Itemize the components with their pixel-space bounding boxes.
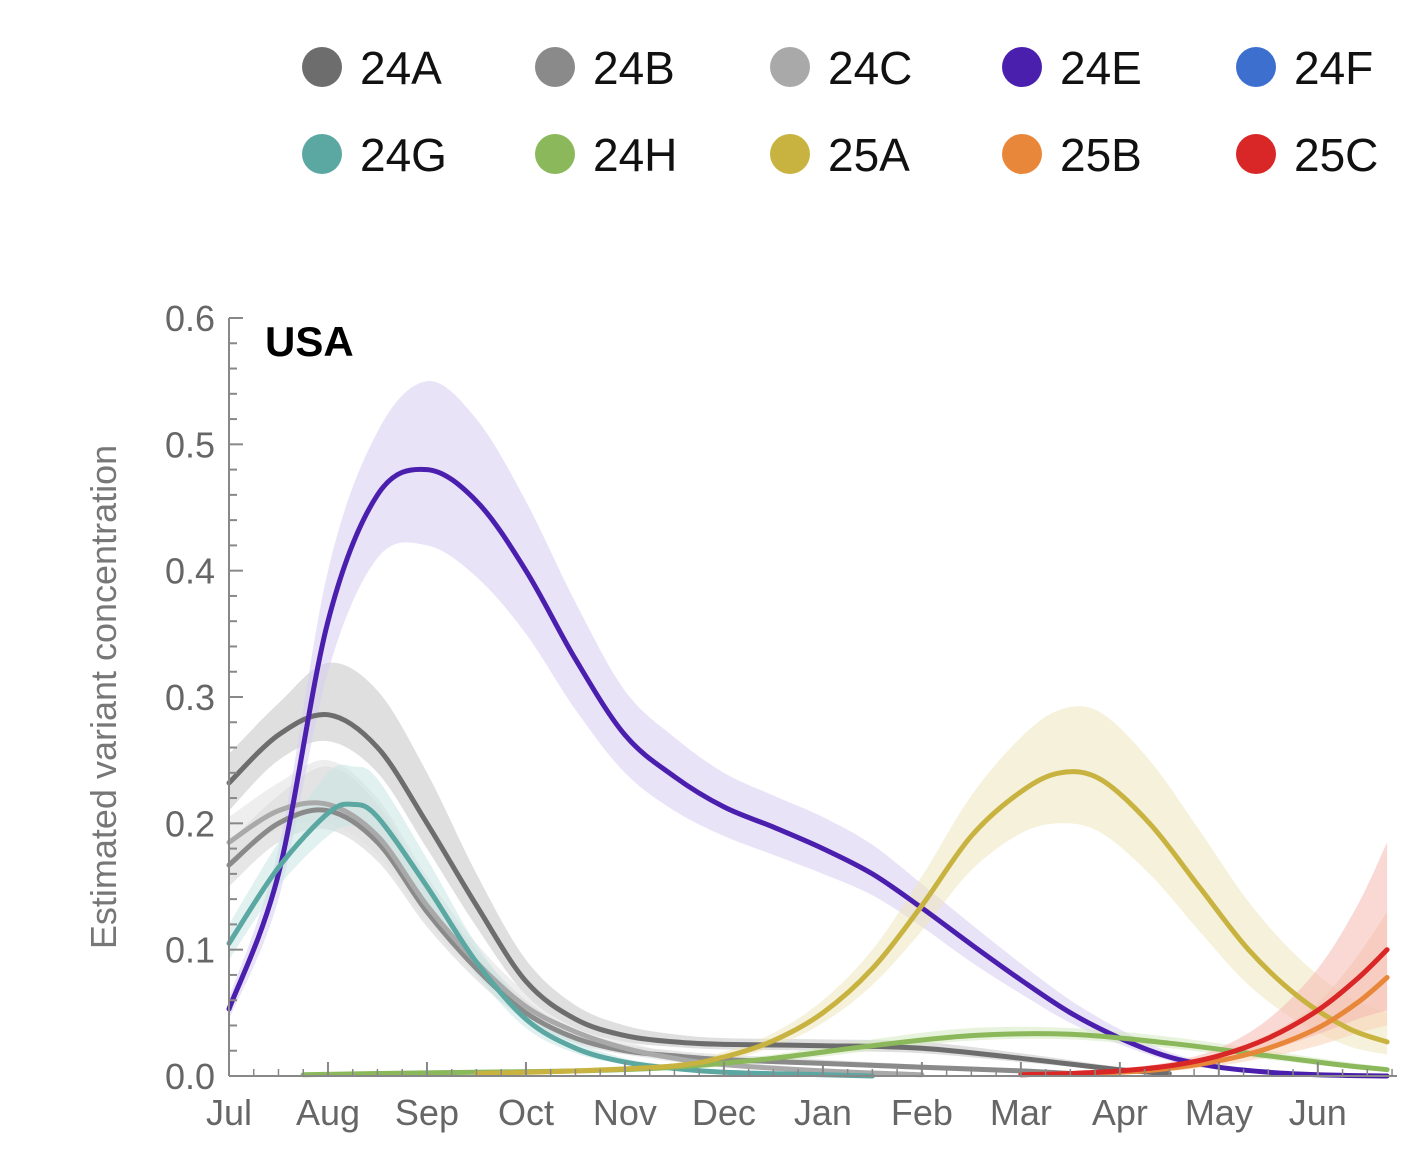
y-tick-label: 0.6 bbox=[165, 298, 215, 339]
legend-item: 24G bbox=[302, 129, 447, 181]
x-tick-label: Sep bbox=[395, 1092, 459, 1133]
legend-item: 24B bbox=[535, 42, 675, 94]
line-24c bbox=[226, 800, 925, 1078]
y-tick-label: 0.1 bbox=[165, 930, 215, 971]
legend-marker bbox=[770, 47, 810, 87]
confidence-bands bbox=[229, 381, 1388, 1077]
line-25c bbox=[1018, 947, 1390, 1078]
legend-label: 24E bbox=[1060, 42, 1142, 94]
y-axis-title: Estimated variant concentration bbox=[83, 445, 124, 949]
legend-item: 24C bbox=[770, 42, 912, 94]
legend-item: 24E bbox=[1002, 42, 1142, 94]
legend-item: 25C bbox=[1236, 129, 1378, 181]
legend-item: 24H bbox=[535, 129, 677, 181]
y-tick-label: 0.3 bbox=[165, 677, 215, 718]
legend-item: 24A bbox=[302, 42, 442, 94]
legend-marker bbox=[1236, 47, 1276, 87]
legend-marker bbox=[302, 47, 342, 87]
legend-marker bbox=[302, 134, 342, 174]
x-tick-label: Jul bbox=[206, 1092, 252, 1133]
legend-marker bbox=[535, 47, 575, 87]
legend-marker bbox=[1002, 47, 1042, 87]
x-tick-label: Feb bbox=[891, 1092, 953, 1133]
legend-marker bbox=[770, 134, 810, 174]
legend-label: 24B bbox=[593, 42, 675, 94]
x-tick-label: Jun bbox=[1289, 1092, 1347, 1133]
legend-item: 24F bbox=[1236, 42, 1373, 94]
x-tick-label: May bbox=[1185, 1092, 1253, 1133]
legend-label: 24H bbox=[593, 129, 677, 181]
y-tick-label: 0.2 bbox=[165, 803, 215, 844]
y-tick-label: 0.5 bbox=[165, 424, 215, 465]
y-tick-label: 0.0 bbox=[165, 1056, 215, 1097]
legend-marker bbox=[535, 134, 575, 174]
x-tick-label: Dec bbox=[692, 1092, 756, 1133]
legend-item: 25B bbox=[1002, 129, 1142, 181]
legend-label: 24F bbox=[1294, 42, 1373, 94]
y-tick-label: 0.4 bbox=[165, 551, 215, 592]
line-24g bbox=[226, 801, 875, 1079]
x-tick-label: Nov bbox=[593, 1092, 657, 1133]
band-24a bbox=[229, 662, 1170, 1075]
line-24a bbox=[226, 711, 1172, 1076]
line-25a bbox=[474, 769, 1390, 1076]
x-tick-label: Oct bbox=[498, 1092, 554, 1133]
axes: 0.0 0.1 0.2 0.3 0.4 0.5 0.6 Jul Aug Sep Oct Nov Dec J… bbox=[165, 298, 1397, 1133]
x-tick-label: Aug bbox=[296, 1092, 360, 1133]
x-tick-label: Jan bbox=[794, 1092, 852, 1133]
panel-label: USA bbox=[265, 318, 354, 365]
band-25c bbox=[1020, 842, 1388, 1076]
band-24g bbox=[229, 764, 873, 1076]
legend-marker bbox=[1236, 134, 1276, 174]
legend-item: 25A bbox=[770, 129, 910, 181]
legend-label: 24G bbox=[360, 129, 447, 181]
legend-label: 25B bbox=[1060, 129, 1142, 181]
legend-label: 25C bbox=[1294, 129, 1378, 181]
legend-marker bbox=[1002, 134, 1042, 174]
line-24e bbox=[226, 466, 1390, 1079]
legend-label: 24C bbox=[828, 42, 912, 94]
legend-label: 25A bbox=[828, 129, 910, 181]
legend: 24A 24B 24C 24E 24F 24G 24H 25A 25B 25C bbox=[302, 42, 1378, 181]
x-tick-label: Mar bbox=[990, 1092, 1052, 1133]
line-24b bbox=[226, 807, 1073, 1076]
legend-label: 24A bbox=[360, 42, 442, 94]
x-tick-label: Apr bbox=[1092, 1092, 1148, 1133]
